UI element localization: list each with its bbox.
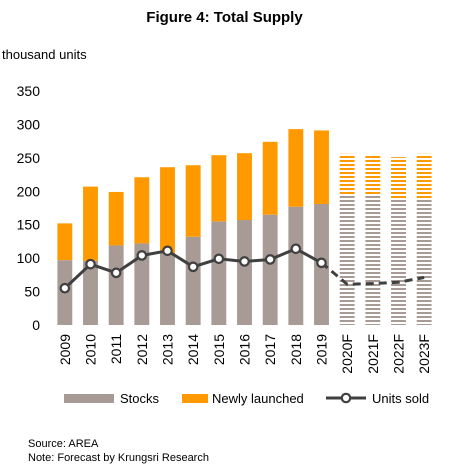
y-tick-label-0: 0 [32, 317, 40, 333]
x-tick-label-2016: 2016 [237, 334, 253, 365]
bar-stocks-2010 [83, 260, 98, 325]
bar-stocks-2011 [108, 245, 124, 325]
legend-label-stocks: Stocks [120, 391, 160, 406]
legend-swatch-newly-launched [182, 394, 208, 403]
y-tick-label-50: 50 [24, 284, 40, 300]
bar-newly-launched-2015 [211, 155, 227, 222]
units-sold-point-2019 [316, 257, 327, 269]
bar-newly-launched-2018 [288, 129, 304, 207]
x-tick-label-2022F: 2022F [391, 334, 407, 374]
units-sold-point-2015 [213, 253, 225, 265]
bar-stocks-2017 [262, 214, 278, 325]
legend-swatch-stocks [64, 394, 114, 403]
y-axis-unit-label: thousand units [2, 47, 87, 62]
x-tick-label-2010: 2010 [83, 334, 99, 365]
bar-marks [57, 129, 432, 325]
bar-newly-launched-2013 [160, 167, 175, 254]
bar-newly-launched-2009 [57, 223, 73, 261]
bar-newly-launched-2011 [108, 191, 124, 246]
bar-newly-launched-2021F [365, 154, 381, 196]
x-tick-label-2021F: 2021F [365, 334, 381, 374]
legend-label-units-sold: Units sold [372, 391, 429, 406]
bar-newly-launched-2012 [134, 177, 150, 244]
units-sold-point-2017 [264, 254, 276, 265]
x-tick-label-2018: 2018 [288, 334, 304, 365]
chart-title: Figure 4: Total Supply [146, 9, 303, 26]
bar-stocks-2015 [211, 221, 227, 325]
bar-stocks-2014 [185, 236, 201, 325]
units-sold-point-2018 [290, 243, 302, 255]
bar-stocks-2021F [365, 195, 381, 325]
x-tick-label-2012: 2012 [134, 334, 150, 365]
x-tick-label-2014: 2014 [185, 334, 201, 365]
bar-newly-launched-2022F [391, 157, 406, 200]
bar-stocks-2022F [391, 199, 406, 325]
y-tick-label-150: 150 [17, 217, 41, 233]
x-tick-label-2015: 2015 [211, 334, 227, 365]
bar-newly-launched-2020F [339, 153, 355, 196]
units-sold-point-2014 [187, 261, 199, 273]
bar-newly-launched-2014 [185, 165, 201, 237]
bar-stocks-2023F [416, 199, 432, 325]
y-tick-label-100: 100 [17, 250, 41, 266]
x-tick-label-2020F: 2020F [339, 334, 355, 374]
bar-newly-launched-2017 [262, 141, 278, 215]
units-sold-line [59, 243, 425, 294]
bar-stocks-2013 [160, 253, 175, 325]
legend-marker-units-sold [340, 392, 352, 404]
bar-stocks-2016 [237, 220, 252, 325]
bar-newly-launched-2023F [416, 153, 432, 200]
y-tick-label-250: 250 [17, 150, 41, 166]
bar-newly-launched-2019 [314, 130, 329, 204]
x-tick-label-2017: 2017 [262, 334, 278, 365]
units-sold-point-2016 [239, 256, 250, 267]
units-sold-point-2009 [59, 282, 71, 294]
bar-newly-launched-2016 [237, 153, 252, 221]
units-sold-point-2010 [85, 258, 96, 270]
forecast-note: Note: Forecast by Krungsri Research [28, 452, 209, 464]
units-sold-point-2013 [162, 245, 173, 257]
x-axis-ticks: 2009 2010 2011 2012 2013 2014 2015 2016 2017 2018… [57, 334, 432, 374]
legend: Stocks Newly launched Units sold [64, 391, 429, 406]
units-sold-line-forecast [320, 261, 425, 286]
units-sold-point-2012 [136, 250, 148, 261]
units-sold-point-2011 [110, 267, 122, 279]
x-tick-label-2009: 2009 [57, 334, 73, 365]
x-tick-label-2013: 2013 [160, 334, 176, 365]
bar-stocks-2018 [288, 206, 304, 325]
legend-label-newly-launched: Newly launched [212, 391, 304, 406]
bar-stocks-2020F [339, 195, 355, 325]
y-tick-label-300: 300 [17, 116, 41, 132]
bar-newly-launched-2010 [83, 186, 98, 261]
bar-stocks-2012 [134, 243, 150, 325]
y-tick-label-350: 350 [17, 83, 41, 99]
x-tick-label-2023F: 2023F [416, 334, 432, 374]
source-note: Source: AREA [28, 438, 99, 450]
x-tick-label-2011: 2011 [108, 334, 124, 364]
chart-notes: Source: AREA Note: Forecast by Krungsri … [28, 437, 209, 465]
y-axis-ticks: 0 50 100 150 200 250 300 350 [17, 83, 41, 333]
y-tick-label-200: 200 [17, 183, 41, 199]
x-tick-label-2019: 2019 [314, 334, 330, 365]
